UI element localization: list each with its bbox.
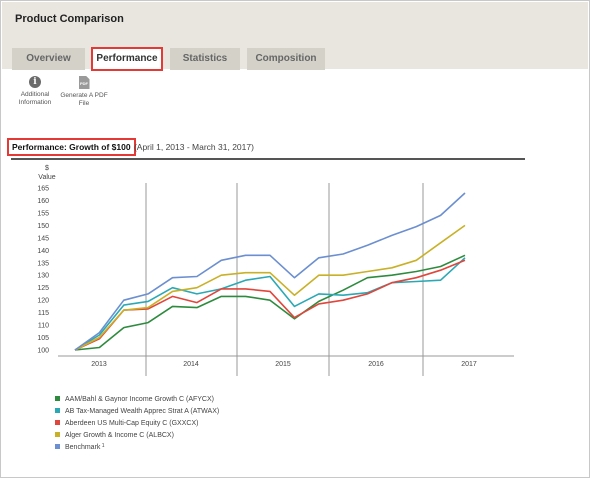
y-axis-label-text: Value [38,174,55,181]
tab-overview[interactable]: Overview [12,48,85,70]
y-tick-label: 165 [37,186,49,193]
x-tick-label: 2013 [91,361,107,368]
legend-item: Aberdeen US Multi-Cap Equity C (GXXCX) [55,418,219,430]
generate-pdf-label: Generate A PDF File [60,92,108,107]
legend-label: Aberdeen US Multi-Cap Equity C (GXXCX) [65,420,199,427]
x-tick-label: 2016 [368,361,384,368]
y-tick-label: 150 [37,223,49,230]
chart-axes: $ Value 100 105 110 115 120 125 130 135 140 145 150 1… [37,165,514,368]
page-title: Product Comparison [15,13,124,25]
x-tick-label: 2017 [461,361,477,368]
series-line-2 [74,257,466,351]
additional-information-button[interactable]: i Additional Information [10,76,60,107]
legend-footnote-marker: 1 [100,443,105,449]
legend-item: Benchmark 1 [55,442,219,454]
series-line-3 [74,259,466,351]
y-tick-label: 160 [37,198,49,205]
y-tick-label: 140 [37,248,49,255]
series-line-5 [74,192,466,351]
legend-label: Benchmark [65,444,101,451]
info-icon: i [29,76,41,88]
x-tick-label: 2014 [183,361,199,368]
growth-of-100-chart: $ Value 100 105 110 115 120 125 130 135 140 145 150 1… [37,165,514,376]
tab-statistics[interactable]: Statistics [170,48,240,70]
heading-divider [11,158,525,160]
pdf-file-icon [78,76,90,89]
y-tick-label: 120 [37,298,49,305]
chart-legend: AAM/Bahl & Gaynor Income Growth C (AFYCX… [55,394,219,454]
legend-label: AAM/Bahl & Gaynor Income Growth C (AFYCX… [65,396,214,403]
y-tick-label: 135 [37,260,49,267]
legend-swatch [55,407,60,413]
legend-item: AB Tax-Managed Wealth Apprec Strat A (AT… [55,406,219,418]
y-tick-label: 155 [37,210,49,217]
legend-label: AB Tax-Managed Wealth Apprec Strat A (AT… [65,408,220,415]
legend-swatch [55,419,60,425]
legend-swatch [55,443,60,449]
legend-label: Alger Growth & Income C (ALBCX) [65,432,174,439]
y-tick-label: 115 [38,310,49,317]
additional-information-label: Additional Information [18,91,52,106]
legend-swatch [55,431,60,437]
y-axis-label-symbol: $ [45,165,49,172]
performance-date-range: (April 1, 2013 - March 31, 2017) [133,142,254,152]
tab-performance[interactable]: Performance [91,47,163,71]
y-tick-label: 105 [37,335,49,342]
y-tick-label: 145 [37,235,49,242]
y-tick-label: 100 [37,348,49,355]
performance-heading: Performance: Growth of $100 (April 1, 20… [7,138,254,156]
chart-series [74,192,466,351]
generate-pdf-button[interactable]: Generate A PDF File [59,76,109,108]
tab-composition[interactable]: Composition [247,48,325,70]
performance-title: Performance: Growth of $100 [7,138,136,156]
legend-item: AAM/Bahl & Gaynor Income Growth C (AFYCX… [55,394,219,406]
series-line-4 [74,224,466,351]
legend-item: Alger Growth & Income C (ALBCX) [55,430,219,442]
y-tick-label: 110 [38,323,49,330]
y-tick-label: 125 [37,285,49,292]
year-dividers [145,183,424,376]
x-tick-label: 2015 [275,361,291,368]
legend-swatch [55,395,60,401]
series-line-1 [74,254,466,351]
y-tick-label: 130 [37,273,49,280]
